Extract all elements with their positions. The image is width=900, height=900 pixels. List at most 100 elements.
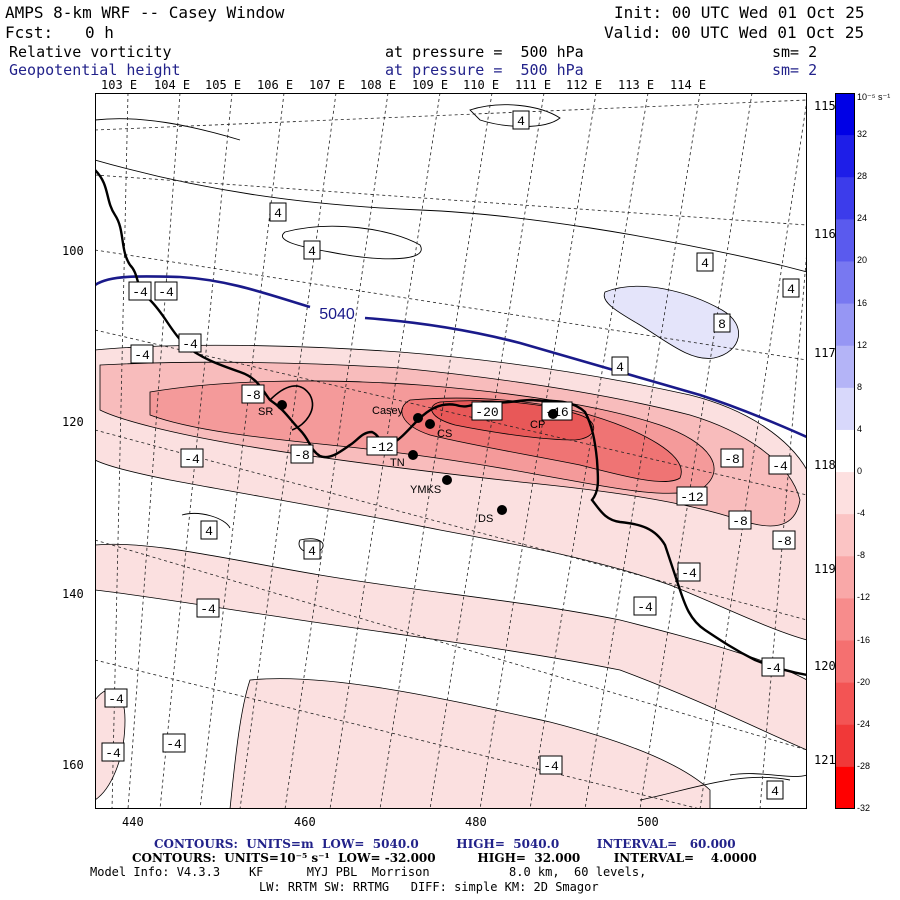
vorticity-contour-label: -4 [101,742,125,762]
colorbar-cell [835,598,855,642]
vorticity-contour-label: -8 [290,444,314,464]
lon-label-top: 110 E [463,78,500,92]
vorticity-contour-label: -4 [128,281,152,301]
vorticity-contour-label: -4 [178,333,202,353]
vorticity-label-text: 4 [771,784,779,799]
vorticity-label-text: 4 [701,256,709,271]
field1-smoothing: sm= 2 [772,43,818,61]
colorbar-tick-label: 28 [857,171,868,182]
vorticity-contour-label: 4 [766,780,784,800]
vorticity-label-text: -8 [732,514,748,529]
colorbar-frame [835,93,855,809]
vorticity-contour-label: 4 [269,202,287,222]
fcst-value: 0 h [85,23,114,42]
vorticity-label-text: -4 [158,285,174,300]
stations-layer: SR Casey CS TN YMKS DS CP [258,400,558,525]
lon-label-top: 107 E [309,78,346,92]
vorticity-contour-label: -4 [130,344,154,364]
vorticity-contour-label: 4 [696,252,714,272]
colorbar-cell [835,766,855,809]
colorbar-tick-label: 8 [857,381,863,392]
vorticity-label-text: 4 [274,206,282,221]
station-label-casey: Casey [372,405,404,417]
station-marker-ds[interactable] [497,505,507,515]
station-marker-sr[interactable] [277,400,287,410]
station-label-tn: TN [390,457,405,469]
colorbar [835,93,855,809]
vorticity-label-text: -8 [294,448,310,463]
lon-label-top: 106 E [257,78,294,92]
colorbar-cell [835,345,855,389]
colorbar-tick-label: 24 [857,213,868,224]
height-label: 5040 [319,306,355,323]
station-label-cs: CS [437,428,452,440]
colorbar-ticks: 32 28 24 20 16 12 8 4 0 -4 -8 -12 -16 -20 -24 -28 -32 [857,93,900,813]
y-axis-tick: 120 [62,415,84,429]
colorbar-tick-label: 12 [857,339,868,350]
vorticity-label-text: -8 [724,452,740,467]
field2-smoothing: sm= 2 [772,61,818,79]
field1-level: at pressure = 500 hPa [385,43,584,61]
init-time: Init: 00 UTC Wed 01 Oct 25 [614,3,865,22]
colorbar-cell [835,219,855,262]
colorbar-cell [835,640,855,684]
map-title: AMPS 8-km WRF -- Casey Window [5,3,285,22]
vorticity-label-text: 4 [787,282,795,297]
vorticity-label-text: -4 [543,759,559,774]
vorticity-contour-label: -4 [154,281,178,301]
vorticity-contour-label: 4 [512,110,530,130]
colorbar-cell [835,177,855,220]
colorbar-tick-label: 0 [857,466,863,477]
vorticity-contour-info: CONTOURS: UNITS=10⁻⁵ s⁻¹ LOW= -32.000 HI… [132,851,757,865]
vorticity-label-text: -4 [166,737,182,752]
vorticity-label-text: 4 [517,114,525,129]
model-info: Model Info: V4.3.3 KF MYJ PBL Morrison 8… [90,865,647,879]
station-label-cp: CP [530,419,545,431]
vorticity-contour-label: -12 [676,486,708,506]
station-marker-cs[interactable] [425,419,435,429]
station-marker-tn[interactable] [408,450,418,460]
vorticity-label-text: -4 [132,285,148,300]
vorticity-label-text: -8 [245,388,261,403]
vorticity-label-text: -4 [681,566,697,581]
colorbar-tick-label: -12 [857,592,871,603]
vorticity-contour-label: -4 [761,657,785,677]
colorbar-tick-label: -20 [857,676,871,687]
x-axis-tick: 460 [294,815,316,829]
colorbar-tick-label: -28 [857,760,871,771]
field1-name: Relative vorticity [9,43,172,61]
lon-label-top: 111 E [515,78,552,92]
colorbar-tick-label: -8 [857,550,866,561]
field2-level: at pressure = 500 hPa [385,61,584,79]
height-contour-info: CONTOURS: UNITS=m LOW= 5040.0 HIGH= 5040… [154,837,736,851]
vorticity-contour-label: -4 [633,596,657,616]
colorbar-cell [835,682,855,726]
vorticity-label-text: -12 [370,440,393,455]
vorticity-label-text: 8 [718,317,726,332]
x-axis-tick: 440 [122,815,144,829]
station-marker-cp[interactable] [548,409,558,419]
colorbar-tick-label: -4 [857,508,866,519]
vorticity-contour-label: -4 [104,688,128,708]
positive-vorticity-area [603,285,739,359]
vorticity-contour-label: -12 [366,436,398,456]
vorticity-contour-label: -4 [768,455,792,475]
station-marker-casey[interactable] [413,413,423,423]
colorbar-cell [835,514,855,557]
colorbar-cell [835,135,855,178]
station-label-ds: DS [478,513,493,525]
vorticity-label-text: -12 [680,490,703,505]
vorticity-contour-label: 8 [713,313,731,333]
map-frame [95,93,807,809]
vorticity-label-text: -4 [200,602,216,617]
vorticity-contour-label: 4 [303,540,321,560]
colorbar-tick-label: 16 [857,297,868,308]
lon-label-top: 108 E [360,78,397,92]
station-marker-ymks[interactable] [442,475,452,485]
height-contour-label: 5040 [319,306,355,323]
vorticity-label-text: -20 [475,405,498,420]
colorbar-tick-label: -16 [857,634,871,645]
colorbar-cell [835,724,855,768]
lon-label-top: 103 E [101,78,138,92]
